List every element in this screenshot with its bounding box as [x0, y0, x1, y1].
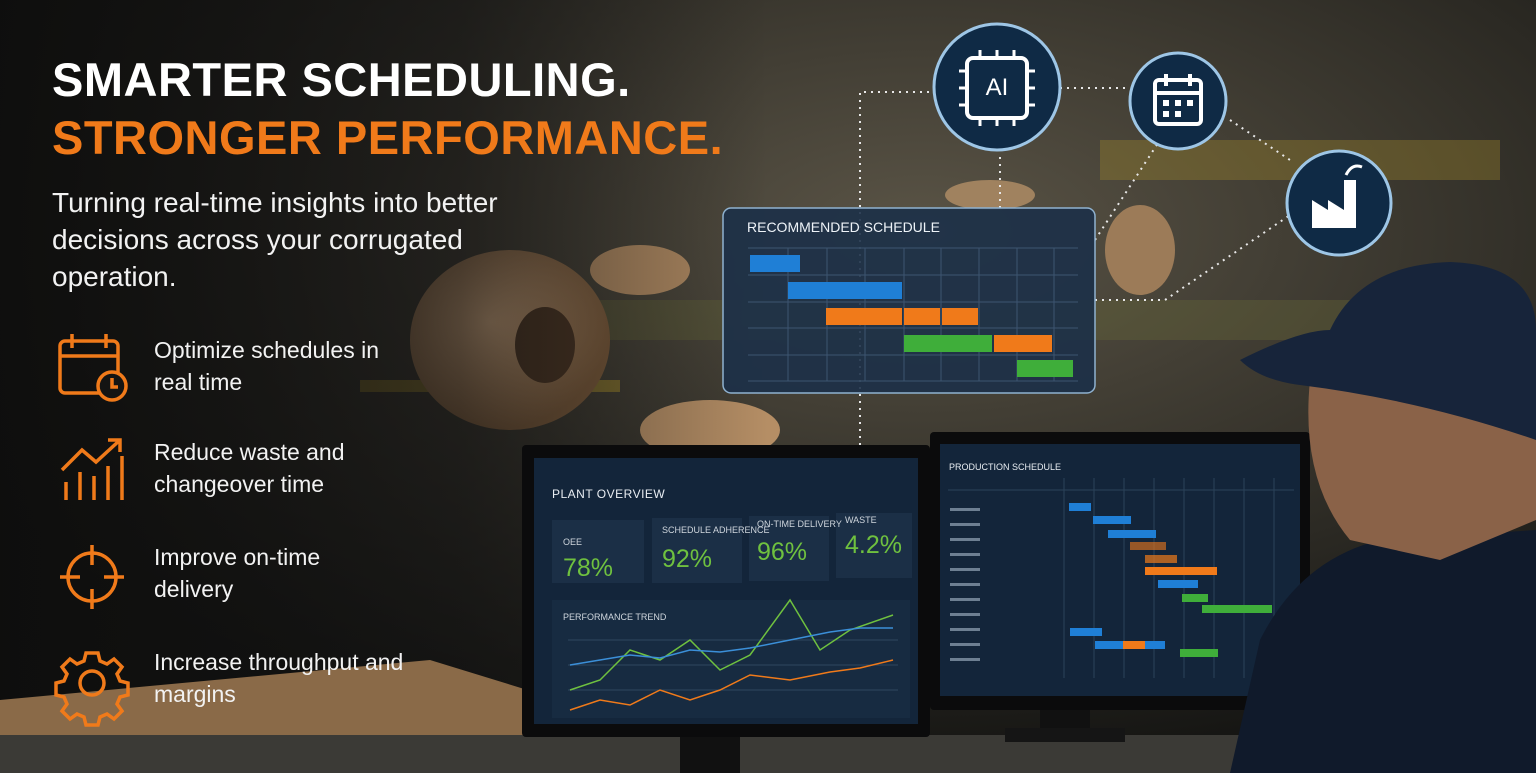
benefit: Reduce waste and changeover time: [154, 439, 345, 497]
factory-icon: [1285, 149, 1393, 257]
metric-label: SCHEDULE ADHERENCE: [662, 525, 770, 535]
benefit: Improve on-time delivery: [154, 544, 321, 602]
ai-label: AI: [985, 74, 1009, 101]
production-schedule-title: PRODUCTION SCHEDULE: [949, 462, 1062, 472]
benefit-icons: [54, 334, 130, 727]
benefit: Increase throughput and margins: [154, 649, 404, 707]
plant-overview-monitor: [522, 445, 930, 773]
trend-title: PERFORMANCE TREND: [563, 612, 667, 622]
metric-label: WASTE: [845, 515, 877, 525]
ai-icon: [932, 22, 1062, 152]
metric-value: 4.2%: [845, 531, 902, 559]
headline-line2: STRONGER PERFORMANCE.: [52, 111, 724, 164]
operator: [1230, 262, 1536, 773]
metric-value: 96%: [757, 538, 808, 566]
recommended-schedule-panel: [722, 207, 1096, 394]
subtitle: Turning real-time insights into better d…: [52, 187, 498, 292]
production-schedule-monitor: [930, 432, 1310, 742]
metric-value: 78%: [563, 554, 614, 582]
calendar-icon: [1128, 51, 1228, 151]
metric-label: ON-TIME DELIVERY: [757, 519, 842, 529]
metric-value: 92%: [662, 545, 713, 573]
plant-overview-title: PLANT OVERVIEW: [552, 487, 666, 501]
headline-line1: SMARTER SCHEDULING.: [52, 53, 631, 106]
recommended-schedule-title: RECOMMENDED SCHEDULE: [747, 219, 940, 235]
metric-label: OEE: [563, 537, 583, 547]
benefit: Optimize schedules in real time: [154, 337, 379, 395]
